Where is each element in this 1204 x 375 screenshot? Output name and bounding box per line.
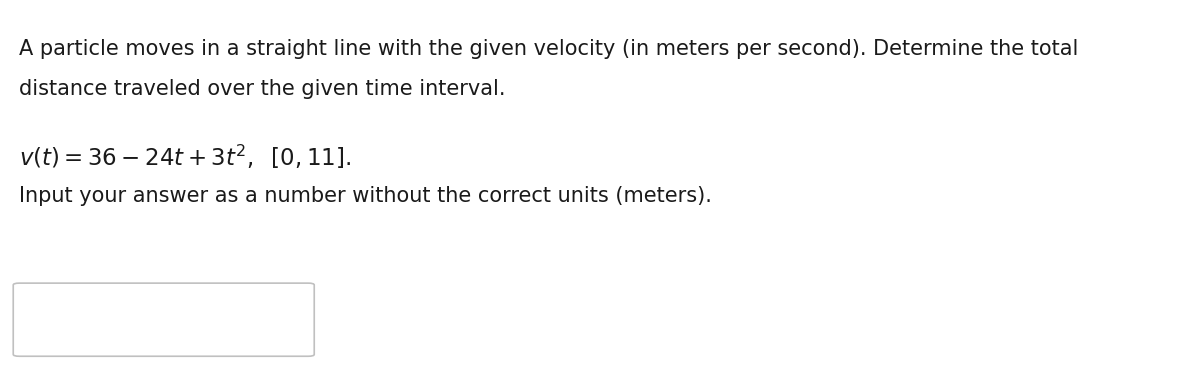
Text: A particle moves in a straight line with the given velocity (in meters per secon: A particle moves in a straight line with… — [19, 39, 1079, 59]
Text: Input your answer as a number without the correct units (meters).: Input your answer as a number without th… — [19, 186, 712, 206]
Text: distance traveled over the given time interval.: distance traveled over the given time in… — [19, 79, 506, 99]
FancyBboxPatch shape — [13, 283, 314, 356]
Text: $v(t) = 36 - 24t + 3t^2, \;\; [0, 11].$: $v(t) = 36 - 24t + 3t^2, \;\; [0, 11].$ — [19, 142, 352, 171]
